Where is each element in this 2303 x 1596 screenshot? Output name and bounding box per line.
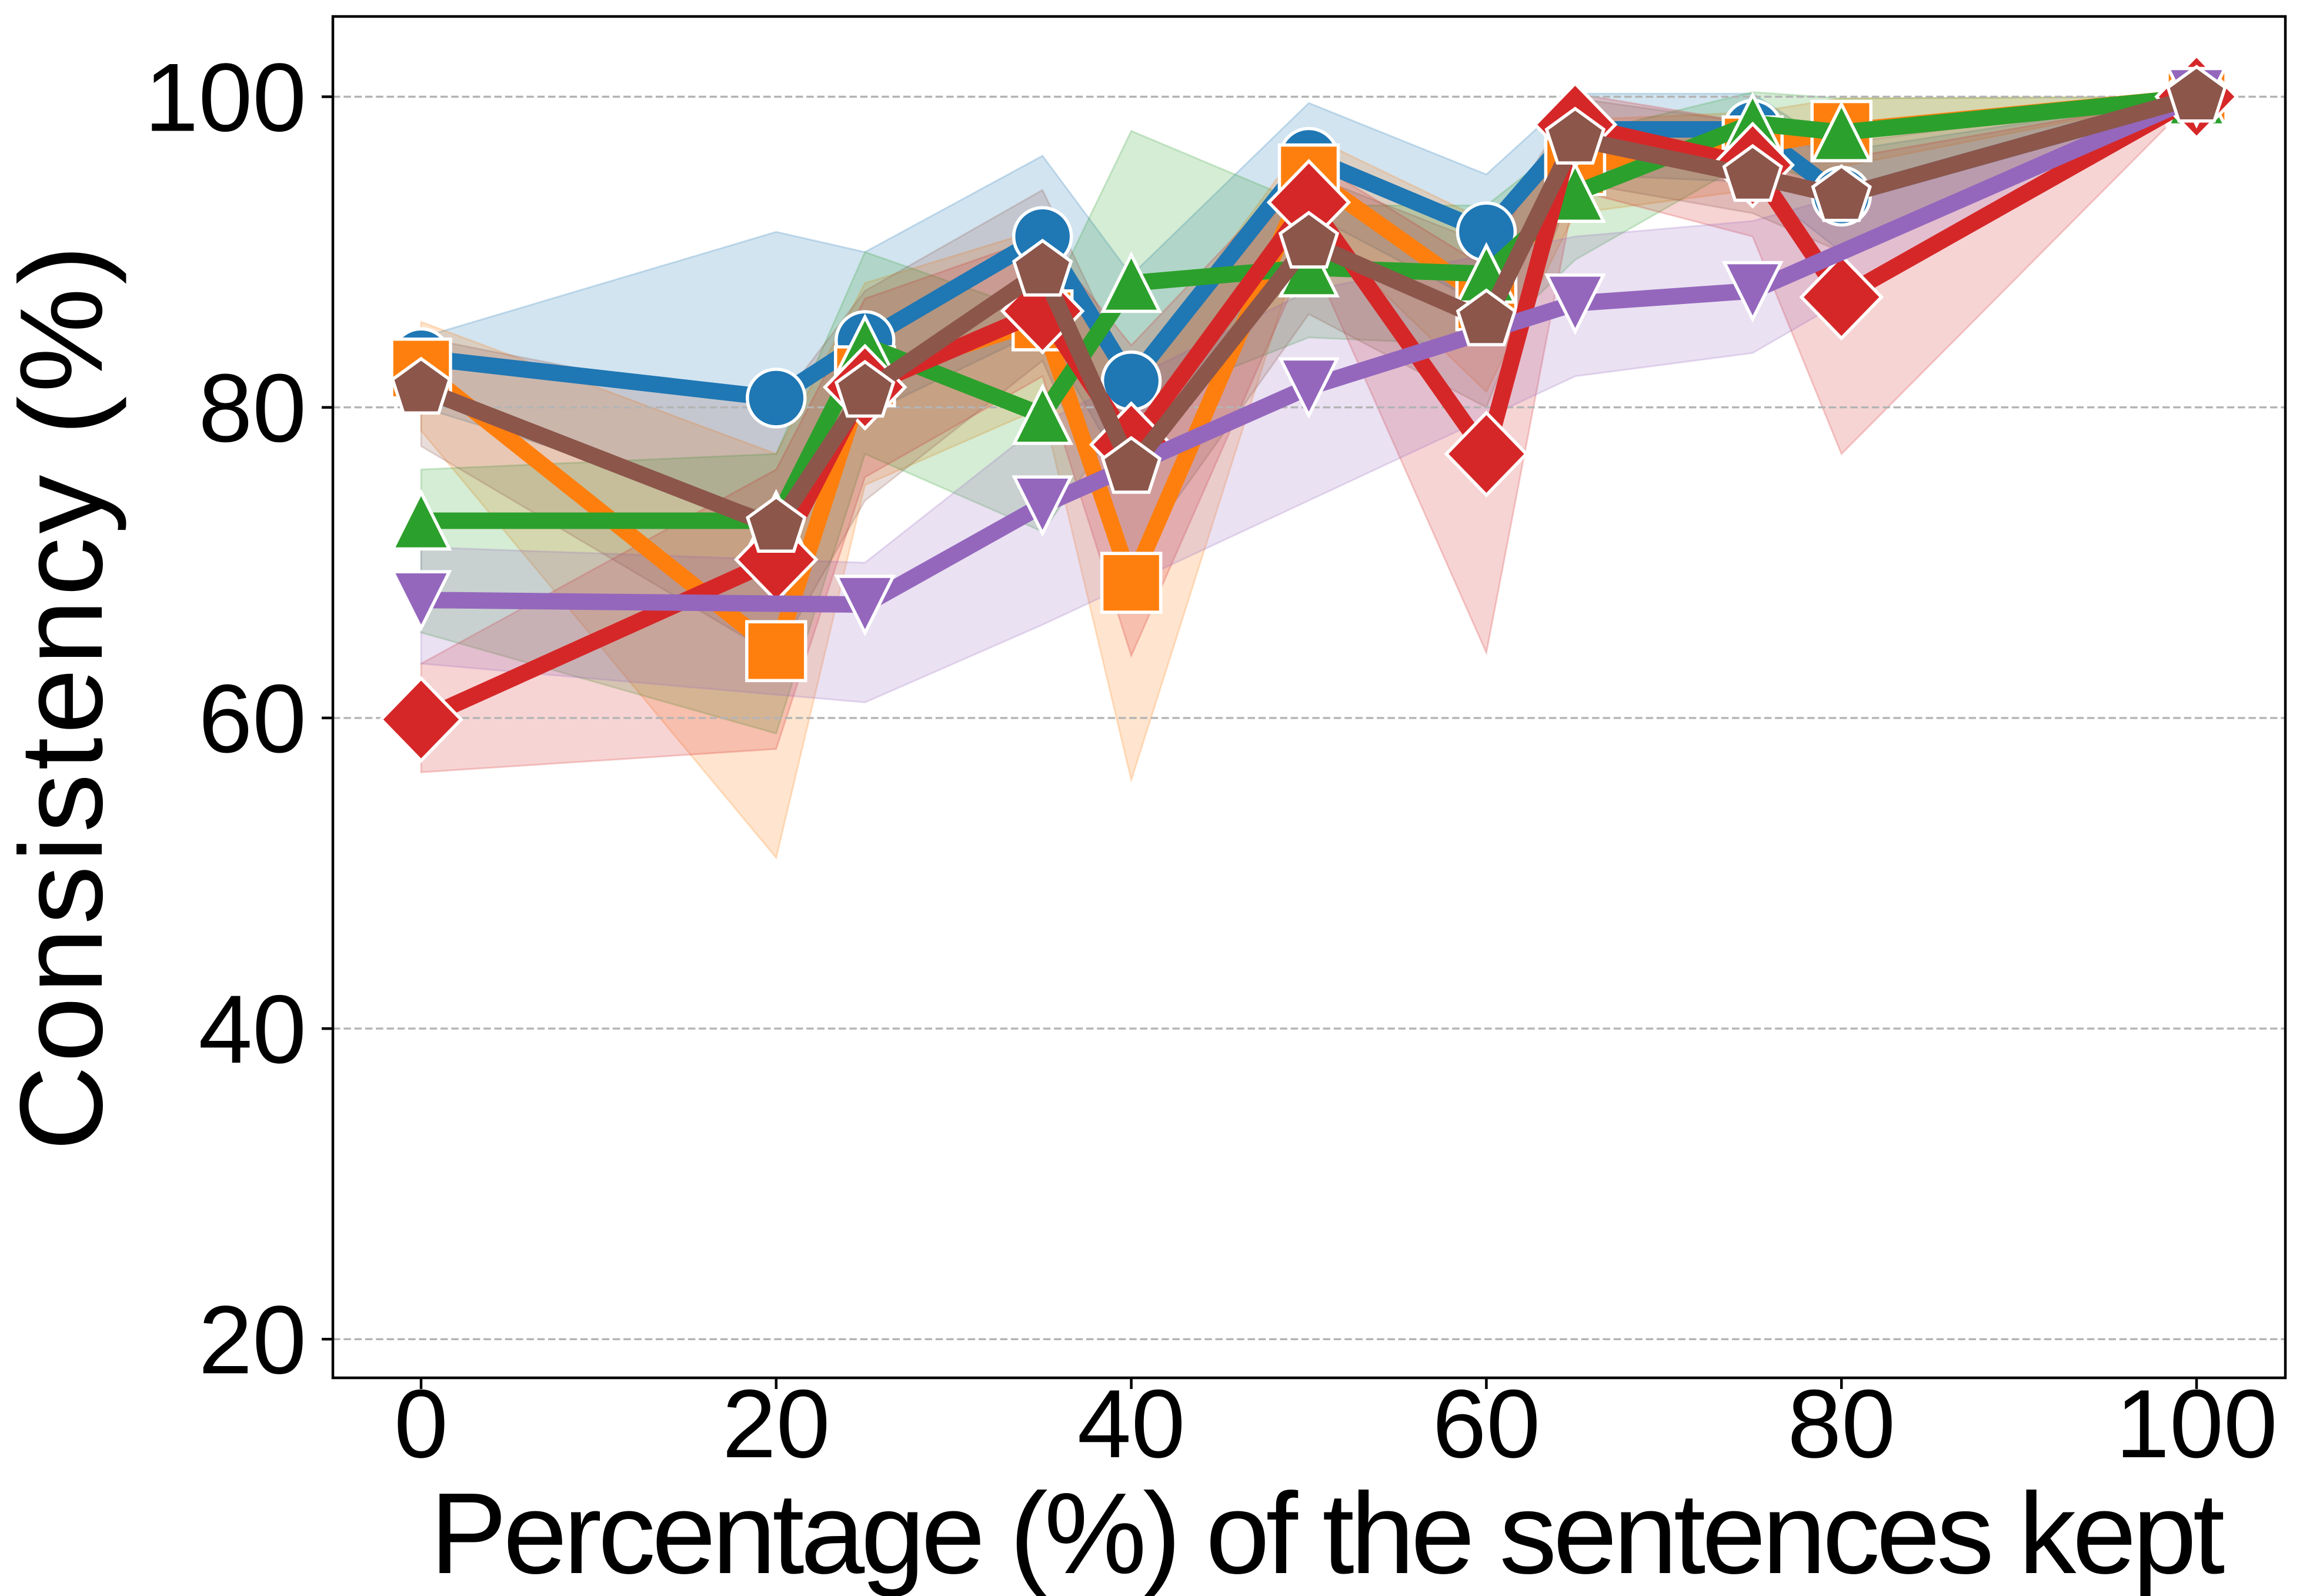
svg-text:0: 0 [394,1370,448,1478]
svg-text:Consistency (%): Consistency (%) [0,242,127,1151]
svg-text:60: 60 [1433,1370,1541,1478]
svg-text:40: 40 [1077,1370,1186,1478]
svg-text:20: 20 [722,1370,830,1478]
svg-text:60: 60 [198,665,306,773]
svg-text:80: 80 [1787,1370,1895,1478]
svg-text:20: 20 [198,1286,306,1394]
svg-text:Percentage (%) of the sentence: Percentage (%) of the sentences kept [430,1469,2225,1596]
svg-text:100: 100 [145,44,306,152]
svg-text:40: 40 [198,975,306,1083]
svg-text:80: 80 [198,354,306,462]
svg-text:100: 100 [2115,1370,2277,1478]
